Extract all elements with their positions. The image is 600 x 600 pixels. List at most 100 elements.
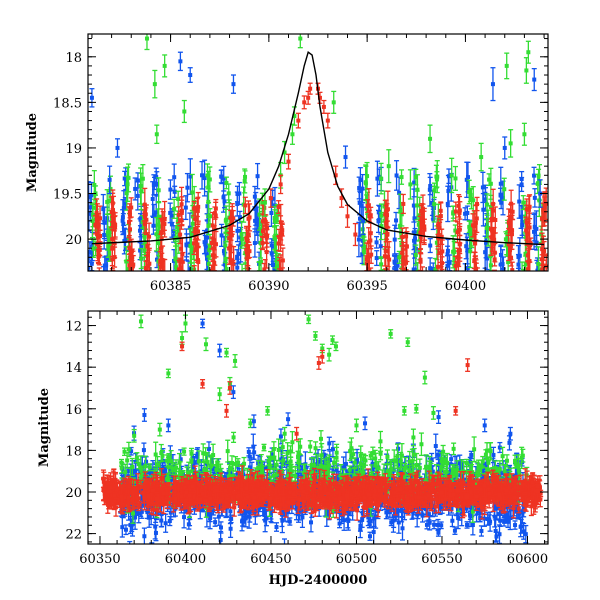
night-point	[204, 253, 209, 258]
night-point	[226, 191, 231, 196]
data-point	[343, 155, 348, 160]
night-point	[401, 201, 406, 206]
night-point	[538, 273, 542, 277]
night-point	[447, 274, 451, 278]
data-point	[524, 68, 529, 73]
night-point	[239, 232, 244, 237]
night-point	[506, 220, 511, 225]
night-point	[465, 175, 470, 180]
night-point	[260, 219, 265, 224]
data-point	[522, 132, 527, 137]
night-point	[419, 209, 424, 214]
night-point	[127, 227, 132, 232]
night-point	[187, 225, 192, 230]
data-point	[296, 118, 301, 123]
night-point	[365, 174, 370, 179]
data-point	[282, 150, 287, 155]
night-point	[501, 272, 505, 276]
night-point	[493, 217, 498, 222]
data-point	[333, 173, 338, 178]
night-point	[155, 222, 160, 227]
band-point	[427, 520, 432, 525]
night-point	[156, 241, 161, 246]
night-point	[111, 277, 115, 281]
data-point	[290, 132, 295, 137]
data-point	[331, 100, 336, 105]
night-point	[255, 174, 260, 179]
night-point	[369, 274, 373, 278]
night-point	[404, 244, 409, 249]
night-point	[516, 262, 521, 267]
night-point	[499, 200, 504, 205]
night-point	[138, 225, 143, 230]
night-point	[92, 182, 97, 187]
night-point	[231, 261, 236, 266]
band-point	[330, 447, 335, 452]
night-point	[272, 215, 277, 220]
night-point	[253, 206, 258, 211]
night-point	[159, 258, 164, 263]
night-point	[124, 259, 129, 264]
night-point	[532, 195, 537, 200]
band-point	[523, 532, 528, 537]
night-point	[245, 256, 250, 261]
night-point	[88, 265, 91, 270]
night-point	[436, 223, 441, 228]
night-point	[235, 228, 240, 233]
night-point	[358, 178, 363, 183]
band-point	[247, 514, 252, 519]
night-point	[367, 214, 372, 219]
night-point	[213, 206, 218, 211]
night-point	[280, 258, 285, 263]
night-point	[246, 273, 250, 277]
band-point	[216, 514, 221, 519]
night-point	[206, 199, 211, 204]
night-point	[527, 259, 532, 264]
band-point	[378, 503, 383, 508]
night-point	[257, 212, 262, 217]
night-point	[392, 259, 397, 264]
night-point	[207, 244, 212, 249]
night-point	[536, 276, 540, 280]
night-point	[252, 240, 257, 245]
night-point	[498, 262, 503, 267]
night-point	[109, 210, 114, 215]
band-point	[159, 518, 164, 523]
night-point	[247, 249, 252, 254]
night-point	[357, 185, 362, 190]
plot-area	[100, 314, 544, 544]
night-point	[169, 222, 174, 227]
band-point	[153, 524, 158, 529]
night-point	[457, 242, 462, 247]
data-point	[321, 104, 326, 109]
band-point	[147, 514, 152, 519]
night-point	[374, 240, 379, 245]
data-point	[408, 182, 413, 187]
band-point	[147, 469, 152, 474]
night-point	[228, 223, 233, 228]
series-red	[268, 82, 358, 247]
y-tick-label: 20	[65, 233, 82, 248]
data-point	[490, 82, 495, 87]
band-point	[508, 516, 513, 521]
night-point	[532, 229, 537, 234]
night-point	[395, 263, 400, 268]
band-point	[309, 520, 314, 525]
night-point	[154, 232, 159, 237]
night-point	[359, 203, 364, 208]
night-point	[475, 274, 479, 278]
night-point	[490, 208, 495, 213]
night-point	[483, 197, 488, 202]
night-point	[438, 251, 443, 256]
night-point	[433, 267, 438, 271]
night-point	[162, 273, 166, 277]
night-point	[472, 224, 477, 229]
band-point	[282, 460, 287, 465]
night-point	[138, 228, 143, 233]
y-tick-label: 18	[65, 51, 82, 66]
night-point	[510, 268, 515, 271]
night-point	[156, 215, 161, 220]
night-point	[105, 230, 110, 235]
data-point	[144, 36, 149, 41]
night-point	[400, 234, 405, 239]
